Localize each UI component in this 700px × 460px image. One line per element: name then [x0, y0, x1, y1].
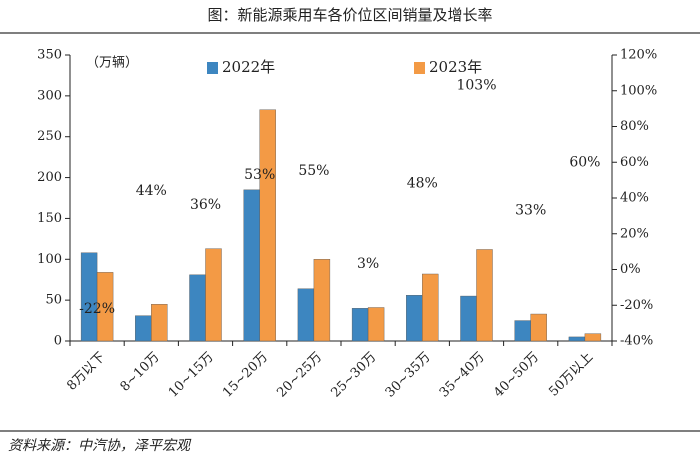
growth-label: 48%: [407, 176, 438, 192]
bar: [189, 274, 206, 342]
y2-tick-label: 0%: [620, 262, 641, 277]
bar: [422, 273, 439, 342]
bar: [514, 320, 531, 342]
bar: [568, 336, 586, 342]
chart-title: 图：新能源乘用车各价位区间销量及增长率: [207, 6, 492, 24]
y2-tick-label: 120%: [620, 48, 657, 63]
legend-label: 2022年: [222, 58, 275, 76]
bar: [460, 295, 477, 342]
y-tick-label: 200: [37, 170, 62, 185]
growth-label: 103%: [456, 77, 496, 93]
bar: [406, 295, 423, 342]
y2-tick-label: 20%: [620, 226, 649, 241]
bar: [135, 315, 152, 342]
x-tick-label: 8~10万: [118, 350, 163, 395]
y-tick-label: 300: [37, 88, 62, 103]
y2-tick-label: -20%: [620, 298, 653, 313]
bar: [476, 249, 493, 342]
x-tick-label: 30~35万: [383, 350, 434, 401]
x-tick-label: 15~20万: [220, 350, 271, 401]
y2-tick-label: 60%: [620, 155, 649, 170]
source: 资料来源：中汽协，泽平宏观: [8, 438, 192, 454]
growth-label: 3%: [357, 256, 379, 272]
bar: [584, 333, 602, 342]
y-tick-label: 150: [37, 211, 62, 226]
unit-label: （万辆）: [86, 56, 138, 71]
y-tick-label: 0: [54, 334, 62, 349]
x-tick-label: 8万以下: [64, 350, 108, 394]
bar: [151, 304, 168, 342]
growth-label: 44%: [136, 183, 167, 199]
x-tick-label: 40~50万: [491, 350, 542, 401]
growth-label: 36%: [190, 197, 221, 213]
y-tick-label: 50: [45, 293, 62, 308]
y2-tick-label: -40%: [620, 334, 653, 349]
y2-tick-label: 40%: [620, 191, 649, 206]
legend-swatch: [414, 62, 425, 74]
growth-label: 55%: [298, 163, 329, 179]
bar: [205, 248, 222, 342]
legend-label: 2023年: [429, 58, 482, 76]
x-tick-label: 35~40万: [437, 350, 488, 401]
legend-swatch: [207, 62, 218, 74]
growth-label: 33%: [515, 203, 546, 219]
y-tick-label: 100: [37, 252, 62, 267]
bar: [96, 272, 114, 342]
x-tick-label: 25~30万: [329, 350, 380, 401]
y2-tick-label: 100%: [620, 83, 657, 98]
x-tick-label: 20~25万: [274, 350, 325, 401]
bar: [259, 109, 276, 342]
bar: [367, 307, 385, 342]
growth-label: 53%: [244, 167, 275, 183]
x-tick-label: 50万以上: [546, 350, 596, 400]
bar: [530, 313, 547, 342]
bar: [243, 189, 260, 342]
growth-label: -22%: [79, 301, 115, 317]
bar: [297, 288, 315, 342]
y-tick-label: 250: [37, 129, 62, 144]
y2-tick-label: 80%: [620, 119, 649, 134]
x-tick-label: 10~15万: [166, 350, 217, 401]
bar: [351, 308, 369, 342]
growth-label: 60%: [569, 154, 600, 170]
bar: [313, 259, 331, 342]
y-tick-label: 350: [37, 48, 62, 63]
bar: [80, 252, 98, 342]
